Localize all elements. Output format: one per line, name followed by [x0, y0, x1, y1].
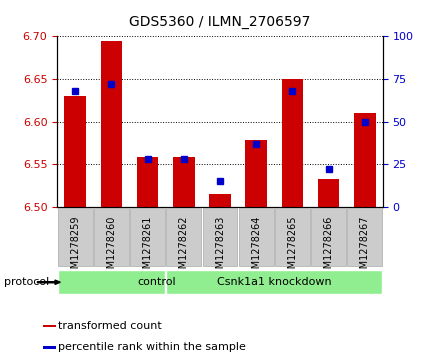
FancyBboxPatch shape: [94, 208, 129, 266]
Text: protocol: protocol: [4, 277, 50, 287]
Text: GSM1278261: GSM1278261: [143, 216, 153, 281]
Bar: [43, 325, 56, 327]
Text: GDS5360 / ILMN_2706597: GDS5360 / ILMN_2706597: [129, 15, 311, 29]
FancyBboxPatch shape: [58, 208, 93, 266]
FancyBboxPatch shape: [166, 208, 201, 266]
FancyBboxPatch shape: [347, 208, 382, 266]
Bar: [173, 158, 194, 207]
Text: GSM1278265: GSM1278265: [287, 216, 297, 281]
Bar: [354, 113, 376, 207]
Text: control: control: [137, 277, 176, 287]
FancyBboxPatch shape: [58, 270, 165, 294]
FancyBboxPatch shape: [130, 208, 165, 266]
Bar: [246, 140, 267, 207]
FancyBboxPatch shape: [311, 208, 346, 266]
Text: GSM1278266: GSM1278266: [323, 216, 334, 281]
Text: GSM1278264: GSM1278264: [251, 216, 261, 281]
Bar: [137, 158, 158, 207]
Bar: [64, 96, 86, 207]
Bar: [318, 179, 339, 207]
FancyBboxPatch shape: [239, 208, 274, 266]
Text: Csnk1a1 knockdown: Csnk1a1 knockdown: [217, 277, 332, 287]
Text: percentile rank within the sample: percentile rank within the sample: [59, 342, 246, 352]
Text: GSM1278267: GSM1278267: [360, 216, 370, 281]
FancyBboxPatch shape: [203, 208, 237, 266]
FancyBboxPatch shape: [166, 270, 382, 294]
Bar: [209, 194, 231, 207]
Text: GSM1278260: GSM1278260: [106, 216, 117, 281]
Text: GSM1278259: GSM1278259: [70, 216, 80, 281]
Text: GSM1278263: GSM1278263: [215, 216, 225, 281]
Text: GSM1278262: GSM1278262: [179, 216, 189, 281]
FancyBboxPatch shape: [275, 208, 310, 266]
Bar: [43, 346, 56, 348]
Text: transformed count: transformed count: [59, 321, 162, 331]
Bar: [282, 79, 303, 207]
Bar: [101, 41, 122, 207]
